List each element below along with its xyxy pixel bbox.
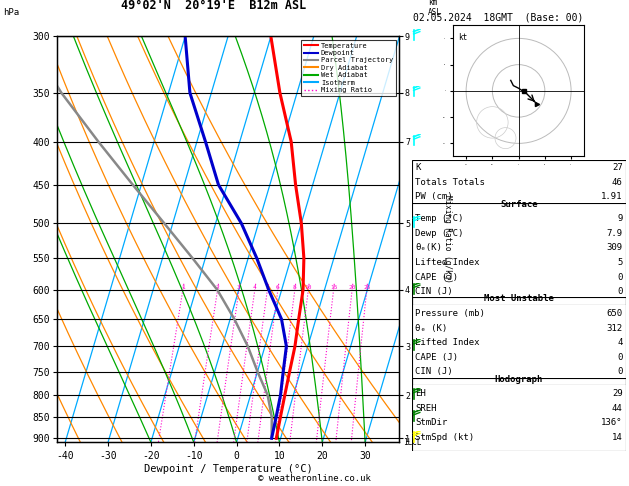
Text: θₑ(K): θₑ(K) (415, 243, 442, 252)
Text: 27: 27 (612, 163, 623, 172)
Text: 44: 44 (612, 404, 623, 413)
Text: km
ASL: km ASL (428, 0, 442, 17)
Text: 0: 0 (617, 287, 623, 296)
Text: 02.05.2024  18GMT  (Base: 00): 02.05.2024 18GMT (Base: 00) (413, 12, 583, 22)
Text: EH: EH (415, 389, 426, 398)
Text: 15: 15 (330, 285, 337, 290)
Text: 20: 20 (348, 285, 356, 290)
Text: Totals Totals: Totals Totals (415, 178, 485, 187)
Text: Pressure (mb): Pressure (mb) (415, 309, 485, 318)
Text: Lifted Index: Lifted Index (415, 258, 480, 267)
Text: 0: 0 (617, 353, 623, 362)
Text: Lifted Index: Lifted Index (415, 338, 480, 347)
Text: 4: 4 (617, 338, 623, 347)
Text: PW (cm): PW (cm) (415, 192, 453, 201)
Text: 312: 312 (606, 324, 623, 332)
Text: 8: 8 (293, 285, 297, 290)
Text: CIN (J): CIN (J) (415, 367, 453, 376)
Text: 136°: 136° (601, 418, 623, 427)
Text: Temp (°C): Temp (°C) (415, 214, 464, 223)
Text: StmSpd (kt): StmSpd (kt) (415, 433, 474, 442)
Text: hPa: hPa (3, 8, 19, 17)
Text: 1.91: 1.91 (601, 192, 623, 201)
Text: 7.9: 7.9 (606, 229, 623, 238)
Text: 0: 0 (617, 367, 623, 376)
Text: K: K (415, 163, 421, 172)
Text: 309: 309 (606, 243, 623, 252)
Text: CAPE (J): CAPE (J) (415, 353, 458, 362)
Text: 6: 6 (276, 285, 280, 290)
Text: kt: kt (459, 33, 467, 42)
Text: 5: 5 (617, 258, 623, 267)
Text: Most Unstable: Most Unstable (484, 295, 554, 303)
Text: SREH: SREH (415, 404, 437, 413)
Text: 1: 1 (181, 285, 185, 290)
Text: 3: 3 (237, 285, 241, 290)
Text: 14: 14 (612, 433, 623, 442)
Text: 650: 650 (606, 309, 623, 318)
Legend: Temperature, Dewpoint, Parcel Trajectory, Dry Adiabat, Wet Adiabat, Isotherm, Mi: Temperature, Dewpoint, Parcel Trajectory… (301, 40, 396, 96)
Text: 1LCL: 1LCL (404, 438, 422, 447)
Text: Dewp (°C): Dewp (°C) (415, 229, 464, 238)
Y-axis label: Mixing Ratio (g/kg): Mixing Ratio (g/kg) (443, 195, 452, 283)
Text: 2: 2 (216, 285, 220, 290)
Text: CAPE (J): CAPE (J) (415, 273, 458, 281)
Text: 29: 29 (612, 389, 623, 398)
Text: 49°02'N  20°19'E  B12m ASL: 49°02'N 20°19'E B12m ASL (121, 0, 306, 12)
Text: 25: 25 (363, 285, 370, 290)
Text: 9: 9 (617, 214, 623, 223)
Text: 46: 46 (612, 178, 623, 187)
Text: Surface: Surface (500, 200, 538, 208)
Text: Hodograph: Hodograph (495, 375, 543, 383)
Text: 5: 5 (265, 285, 269, 290)
Text: StmDir: StmDir (415, 418, 447, 427)
Text: 10: 10 (304, 285, 312, 290)
X-axis label: Dewpoint / Temperature (°C): Dewpoint / Temperature (°C) (143, 464, 313, 474)
Text: θₑ (K): θₑ (K) (415, 324, 447, 332)
Text: 4: 4 (253, 285, 257, 290)
Text: CIN (J): CIN (J) (415, 287, 453, 296)
Text: © weatheronline.co.uk: © weatheronline.co.uk (258, 474, 371, 483)
Text: 0: 0 (617, 273, 623, 281)
